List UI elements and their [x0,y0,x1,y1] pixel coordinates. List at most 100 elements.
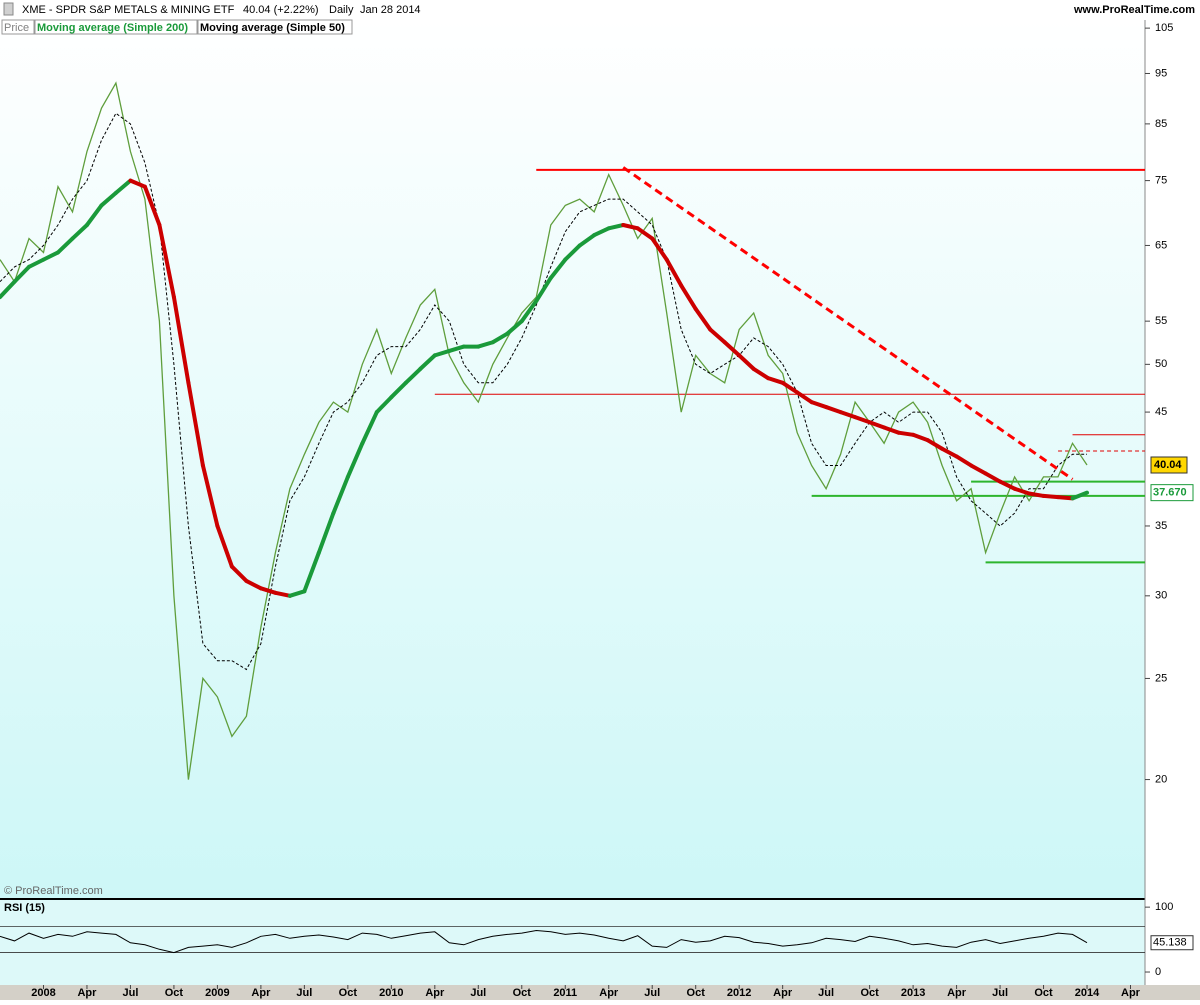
ma200-segment [476,340,495,349]
ma200-segment [287,589,307,598]
ma200-segment [621,223,640,231]
price-line [0,81,1088,780]
ma200-segment [563,243,582,262]
y-tick-label: 50 [1155,358,1167,370]
ma200-segment [55,236,75,255]
x-tick-label: Jul [122,987,138,999]
ma200-segment [606,223,626,231]
ma200-segment [389,380,408,400]
x-tick-label: Oct [339,987,358,999]
ma200-segment [650,236,669,262]
x-tick-label: Apr [599,987,619,999]
ma200-segment [26,257,46,269]
rsi-panel [0,900,1145,985]
rsi-tag [1150,935,1194,951]
ma200-segment [12,264,31,284]
y-tick-label: 30 [1155,590,1167,602]
y-tick-label: 45 [1155,406,1167,418]
ma200-segment [84,203,104,228]
ma200-segment [200,463,220,528]
ma200-segment [577,233,597,248]
ma200-segment [171,295,191,385]
ma200-segment [505,319,524,336]
ma200-segment [345,441,365,479]
x-tick-label: Apr [947,987,967,999]
ma200-segment [896,430,916,437]
ma200-segment [809,400,829,410]
ma200-segment [490,331,510,345]
ma200-tag [1150,484,1194,502]
ma200-segment [679,283,698,311]
ma200-segment [186,380,205,468]
ma200-segment [534,275,553,304]
ma200-segment [360,410,379,446]
date: Jan 28 2014 [360,4,421,16]
ma200-segment [113,178,133,195]
ma200-tag-label: 37.670 [1153,487,1187,499]
legend-entry: Price [4,22,29,34]
ma200-segment [244,578,263,591]
source: www.ProRealTime.com [1073,4,1195,16]
ma200-segment [954,454,974,468]
x-axis-bar [0,985,1200,1000]
rsi-y-tick-label: 100 [1155,901,1173,913]
x-tick-label: Oct [165,987,184,999]
watermark: © ProRealTime.com [4,885,103,897]
legend-entry: Moving average (Simple 200) [37,22,188,34]
ma200-segment [316,511,336,555]
rsi-title: RSI (15) [4,902,45,914]
ma200-segment [867,420,887,430]
x-tick-label: Oct [860,987,879,999]
ma200-segment [331,474,350,516]
rsi-tag-label: 45.138 [1153,937,1187,949]
x-tick-label: Jul [644,987,660,999]
ma200-segment [708,327,727,345]
ma200-segment [592,226,611,238]
ma200-segment [766,376,785,385]
x-tick-label: Jul [818,987,834,999]
ma200-segment [70,223,89,241]
x-tick-label: Apr [251,987,271,999]
ma200-segment [853,415,872,425]
legend-box [197,19,353,35]
ma200-segment [969,463,988,476]
ma200-segment [99,190,118,208]
ma200-segment [215,523,234,569]
x-tick-label: Jul [296,987,312,999]
x-tick-label: Apr [1121,987,1141,999]
ma200-segment [940,446,959,459]
ma200-segment [1027,491,1046,498]
y-tick-label: 55 [1155,315,1167,327]
plot-layer [0,81,1145,954]
x-tick-label: 2010 [379,987,403,999]
price-tag-label: 40.04 [1154,459,1182,471]
y-tick-label: 105 [1155,22,1173,34]
ma200-segment [142,184,162,228]
x-tick-label: 2012 [727,987,751,999]
legend-box [34,19,198,35]
y-tick-label: 65 [1155,239,1167,251]
ma200-segment [693,306,713,332]
ma200-segment [1012,486,1032,496]
y-tick-label: 95 [1155,67,1167,79]
ma200-segment [418,353,437,371]
x-tick-label: Oct [1034,987,1053,999]
ma200-segment [1041,493,1061,500]
ma200-segment [838,410,858,420]
y-tick-label: 35 [1155,520,1167,532]
x-tick-label: Oct [513,987,532,999]
x-tick-label: Apr [425,987,445,999]
y-tick-label: 20 [1155,773,1167,785]
ma200-segment [824,405,843,415]
y-tick-label: 25 [1155,672,1167,684]
ma200-segment [258,586,278,595]
ma200-segment [403,366,423,385]
x-tick-label: 2014 [1075,987,1100,999]
ma200-segment [737,353,756,371]
x-tick-label: 2009 [205,987,229,999]
ma200-segment [432,348,452,358]
x-tick-label: 2011 [553,987,577,999]
ma200-segment [1056,495,1075,501]
price-tag [1150,456,1188,474]
legend-entry: Moving average (Simple 50) [200,22,345,34]
